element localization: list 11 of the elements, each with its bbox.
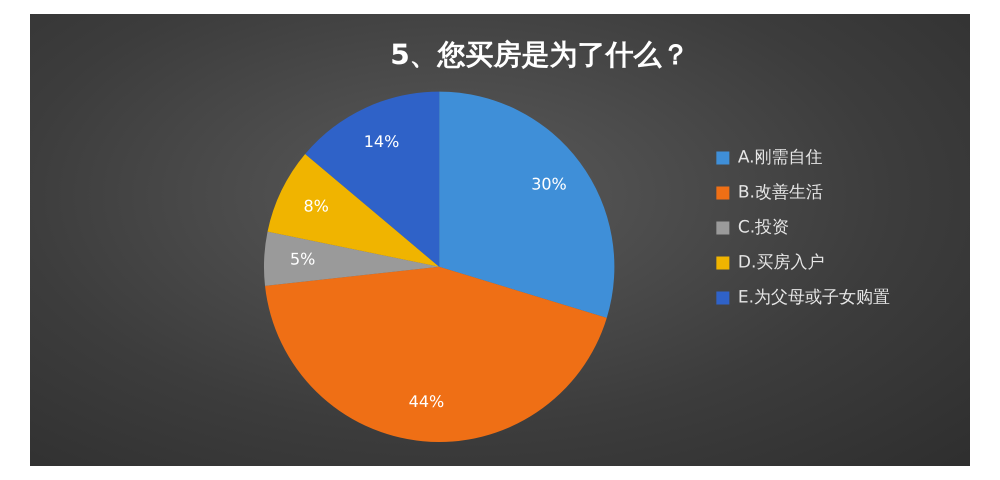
legend-label: E.为父母或子女购置: [738, 287, 890, 308]
data-label: 5%: [290, 250, 316, 269]
data-label: 14%: [364, 132, 400, 152]
data-label: 8%: [303, 196, 329, 216]
legend-label: C.投资: [738, 217, 790, 238]
data-label: 30%: [531, 174, 567, 194]
data-label: 44%: [408, 392, 444, 412]
legend-label: D.买房入户: [738, 252, 824, 272]
legend-label: B.改善生活: [738, 182, 823, 202]
chart-title: 5、您买房是为了什么？: [390, 38, 690, 72]
legend-label: A.刚需自住: [738, 147, 823, 168]
